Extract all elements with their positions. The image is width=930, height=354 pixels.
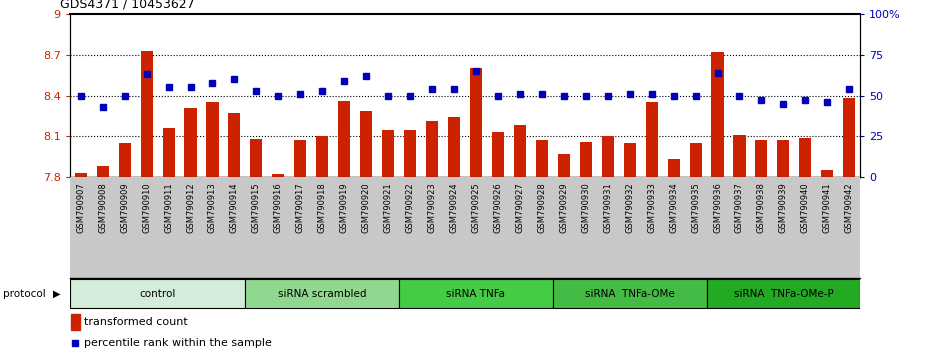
Bar: [755, 140, 767, 177]
Text: GSM790935: GSM790935: [691, 182, 700, 233]
Text: GSM790929: GSM790929: [559, 182, 568, 233]
Text: GSM790914: GSM790914: [230, 182, 239, 233]
Bar: [399, 280, 552, 308]
Bar: [777, 140, 790, 177]
Bar: [70, 280, 246, 308]
Bar: [689, 143, 701, 177]
Bar: [339, 101, 351, 177]
Text: GSM790917: GSM790917: [296, 182, 305, 233]
Text: GSM790921: GSM790921: [384, 182, 392, 233]
Text: GSM790941: GSM790941: [823, 182, 831, 233]
Text: GSM790915: GSM790915: [252, 182, 261, 233]
Text: transformed count: transformed count: [84, 317, 188, 327]
Text: GSM790909: GSM790909: [120, 182, 129, 233]
Text: GDS4371 / 10453627: GDS4371 / 10453627: [60, 0, 195, 11]
Bar: [382, 130, 394, 177]
Bar: [514, 125, 526, 177]
Text: GSM790911: GSM790911: [164, 182, 173, 233]
Text: GSM790927: GSM790927: [515, 182, 525, 233]
Bar: [711, 52, 724, 177]
Bar: [645, 102, 658, 177]
Bar: [552, 280, 707, 308]
Bar: [163, 128, 175, 177]
Text: GSM790936: GSM790936: [713, 182, 722, 233]
Text: GSM790933: GSM790933: [647, 182, 657, 233]
Text: GSM790919: GSM790919: [339, 182, 349, 233]
Text: GSM790918: GSM790918: [318, 182, 326, 233]
Bar: [206, 102, 219, 177]
Bar: [536, 140, 548, 177]
Text: GSM790939: GSM790939: [779, 182, 788, 233]
Bar: [360, 110, 372, 177]
Bar: [71, 314, 80, 330]
Text: GSM790928: GSM790928: [538, 182, 546, 233]
Bar: [272, 174, 285, 177]
Text: GSM790934: GSM790934: [669, 182, 678, 233]
Text: siRNA  TNFa-OMe: siRNA TNFa-OMe: [585, 289, 674, 299]
Bar: [492, 132, 504, 177]
Text: siRNA TNFa: siRNA TNFa: [446, 289, 506, 299]
Text: GSM790931: GSM790931: [604, 182, 612, 233]
Bar: [97, 166, 109, 177]
Bar: [668, 159, 680, 177]
Text: GSM790942: GSM790942: [844, 182, 854, 233]
Text: percentile rank within the sample: percentile rank within the sample: [84, 338, 272, 348]
Bar: [602, 136, 614, 177]
Bar: [448, 117, 460, 177]
Bar: [470, 68, 482, 177]
Text: GSM790908: GSM790908: [99, 182, 107, 233]
Text: GSM790937: GSM790937: [735, 182, 744, 233]
Text: GSM790932: GSM790932: [625, 182, 634, 233]
Text: GSM790922: GSM790922: [405, 182, 415, 233]
Text: GSM790925: GSM790925: [472, 182, 481, 233]
Text: GSM790940: GSM790940: [801, 182, 810, 233]
Text: GSM790923: GSM790923: [428, 182, 436, 233]
Text: GSM790938: GSM790938: [757, 182, 766, 233]
Bar: [229, 113, 241, 177]
Text: GSM790924: GSM790924: [449, 182, 458, 233]
Bar: [316, 136, 328, 177]
Bar: [184, 108, 196, 177]
Text: GSM790920: GSM790920: [362, 182, 371, 233]
Bar: [426, 121, 438, 177]
Bar: [246, 280, 399, 308]
Text: control: control: [140, 289, 176, 299]
Bar: [558, 154, 570, 177]
Bar: [74, 173, 86, 177]
Bar: [404, 130, 416, 177]
Text: GSM790930: GSM790930: [581, 182, 591, 233]
Bar: [624, 143, 636, 177]
Text: GSM790912: GSM790912: [186, 182, 195, 233]
Bar: [579, 142, 591, 177]
Bar: [707, 280, 860, 308]
Text: GSM790916: GSM790916: [273, 182, 283, 233]
Text: GSM790913: GSM790913: [208, 182, 217, 233]
Text: siRNA  TNFa-OMe-P: siRNA TNFa-OMe-P: [734, 289, 833, 299]
Text: GSM790910: GSM790910: [142, 182, 151, 233]
Bar: [140, 51, 153, 177]
Text: GSM790926: GSM790926: [494, 182, 502, 233]
Text: GSM790907: GSM790907: [76, 182, 86, 233]
Bar: [294, 140, 306, 177]
Bar: [250, 139, 262, 177]
Bar: [844, 98, 856, 177]
Bar: [734, 135, 746, 177]
Text: siRNA scrambled: siRNA scrambled: [278, 289, 366, 299]
Text: protocol: protocol: [3, 289, 46, 299]
Bar: [799, 138, 811, 177]
Text: ▶: ▶: [53, 289, 60, 299]
Bar: [821, 170, 833, 177]
Bar: [119, 143, 131, 177]
